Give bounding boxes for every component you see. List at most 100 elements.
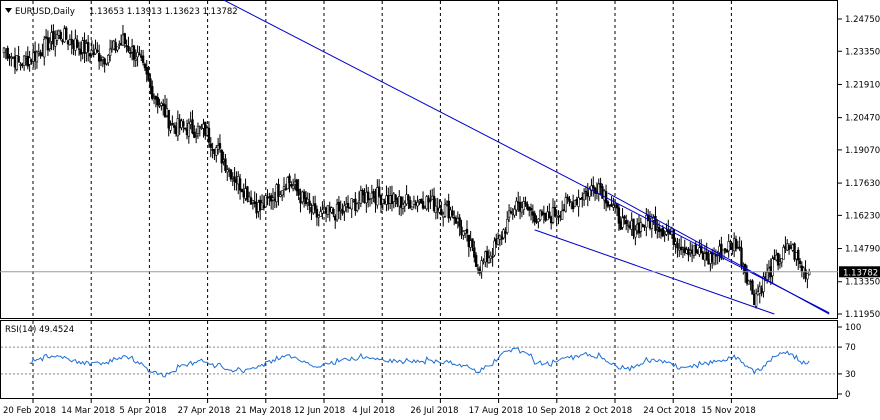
collapse-triangle-icon[interactable] <box>5 8 12 13</box>
candle-body <box>800 265 804 273</box>
candle <box>359 185 363 208</box>
candle-body <box>612 205 615 208</box>
candle-body <box>304 197 308 205</box>
candle-body <box>511 213 514 215</box>
candle <box>229 169 233 182</box>
candle <box>473 240 476 263</box>
candle-body <box>476 267 480 270</box>
candle <box>526 201 529 211</box>
candle-body <box>355 203 359 211</box>
candle <box>621 208 624 230</box>
candle-body <box>226 169 229 173</box>
candle <box>747 279 751 285</box>
candle-body <box>114 42 117 51</box>
candle-body <box>361 190 364 196</box>
date-label: 26 Jul 2018 <box>410 406 458 416</box>
candle-body <box>760 288 763 294</box>
candle <box>107 54 110 66</box>
candle-body <box>529 207 533 211</box>
candle <box>584 185 588 200</box>
candle-body <box>370 192 374 199</box>
candle <box>207 121 211 148</box>
candle-body <box>712 253 716 264</box>
candle <box>458 213 461 237</box>
candle-body <box>319 211 322 217</box>
candle <box>286 176 289 190</box>
candle <box>520 201 524 218</box>
candle-body <box>183 127 187 130</box>
candle-body <box>592 185 595 188</box>
candle-body <box>546 211 549 221</box>
candle <box>734 235 738 252</box>
candle <box>524 196 527 207</box>
candle <box>196 122 200 139</box>
candle <box>727 234 730 258</box>
candle <box>614 199 617 213</box>
candle-body <box>198 126 202 128</box>
current-price-tag-label: 1.13782 <box>843 268 878 278</box>
vertical-gridlines <box>32 1 732 398</box>
candle-body <box>513 208 516 216</box>
rsi-label: RSI(14) 49.4524 <box>5 325 74 335</box>
trendline-channel-upper[interactable] <box>4 0 830 314</box>
candle-body <box>345 203 348 207</box>
candle-body <box>396 198 399 205</box>
candle-body <box>366 191 370 201</box>
candle-body <box>597 183 600 194</box>
candle-body <box>432 195 436 211</box>
candle-body <box>698 247 701 255</box>
candle-body <box>343 205 346 212</box>
candle <box>806 272 809 289</box>
price-panel[interactable] <box>0 0 838 319</box>
candle-body <box>317 215 320 218</box>
candle-body <box>619 220 622 230</box>
price-tick-label: 1.21910 <box>845 80 880 90</box>
price-axis: 1.24750 1.23350 1.21910 1.20470 1.19070 1.176… <box>838 15 880 320</box>
candle-body <box>191 119 194 134</box>
candle <box>421 191 425 210</box>
candle-body <box>454 217 458 224</box>
candle-body <box>531 211 535 216</box>
candle <box>194 128 198 144</box>
candle <box>279 190 282 198</box>
candle-body <box>253 201 256 204</box>
candle <box>149 73 152 95</box>
candle-body <box>15 55 19 70</box>
candle-body <box>447 200 450 219</box>
candle-body <box>745 270 749 284</box>
candle <box>533 210 536 226</box>
candle <box>143 62 147 71</box>
candle-body <box>238 178 242 191</box>
candle <box>355 202 359 213</box>
candle-body <box>740 247 743 266</box>
candle <box>339 200 342 221</box>
rsi-panel[interactable] <box>0 320 838 399</box>
candle-body <box>659 229 663 232</box>
candle <box>366 186 370 208</box>
candle-body <box>707 259 710 265</box>
date-label: 15 Nov 2018 <box>701 406 755 416</box>
candle-body <box>282 186 286 190</box>
candle <box>776 252 780 271</box>
candle <box>35 50 39 69</box>
candle <box>319 206 322 217</box>
candle <box>474 252 478 268</box>
candle-body <box>363 192 366 203</box>
rsi-tick-label: 70 <box>845 343 856 353</box>
candle <box>573 199 577 208</box>
candlestick-series <box>2 24 811 309</box>
candle-body <box>762 276 765 292</box>
candle <box>420 198 423 204</box>
trendline-channel-mid[interactable] <box>607 192 830 315</box>
candle-body <box>119 43 123 45</box>
candle-body <box>700 245 703 253</box>
candle-body <box>277 184 280 197</box>
candle-body <box>582 192 586 201</box>
candle-body <box>621 217 624 228</box>
candle <box>639 217 643 238</box>
candle-body <box>383 200 386 204</box>
candle <box>797 247 800 270</box>
candle-body <box>570 201 573 204</box>
candle-body <box>271 197 275 201</box>
